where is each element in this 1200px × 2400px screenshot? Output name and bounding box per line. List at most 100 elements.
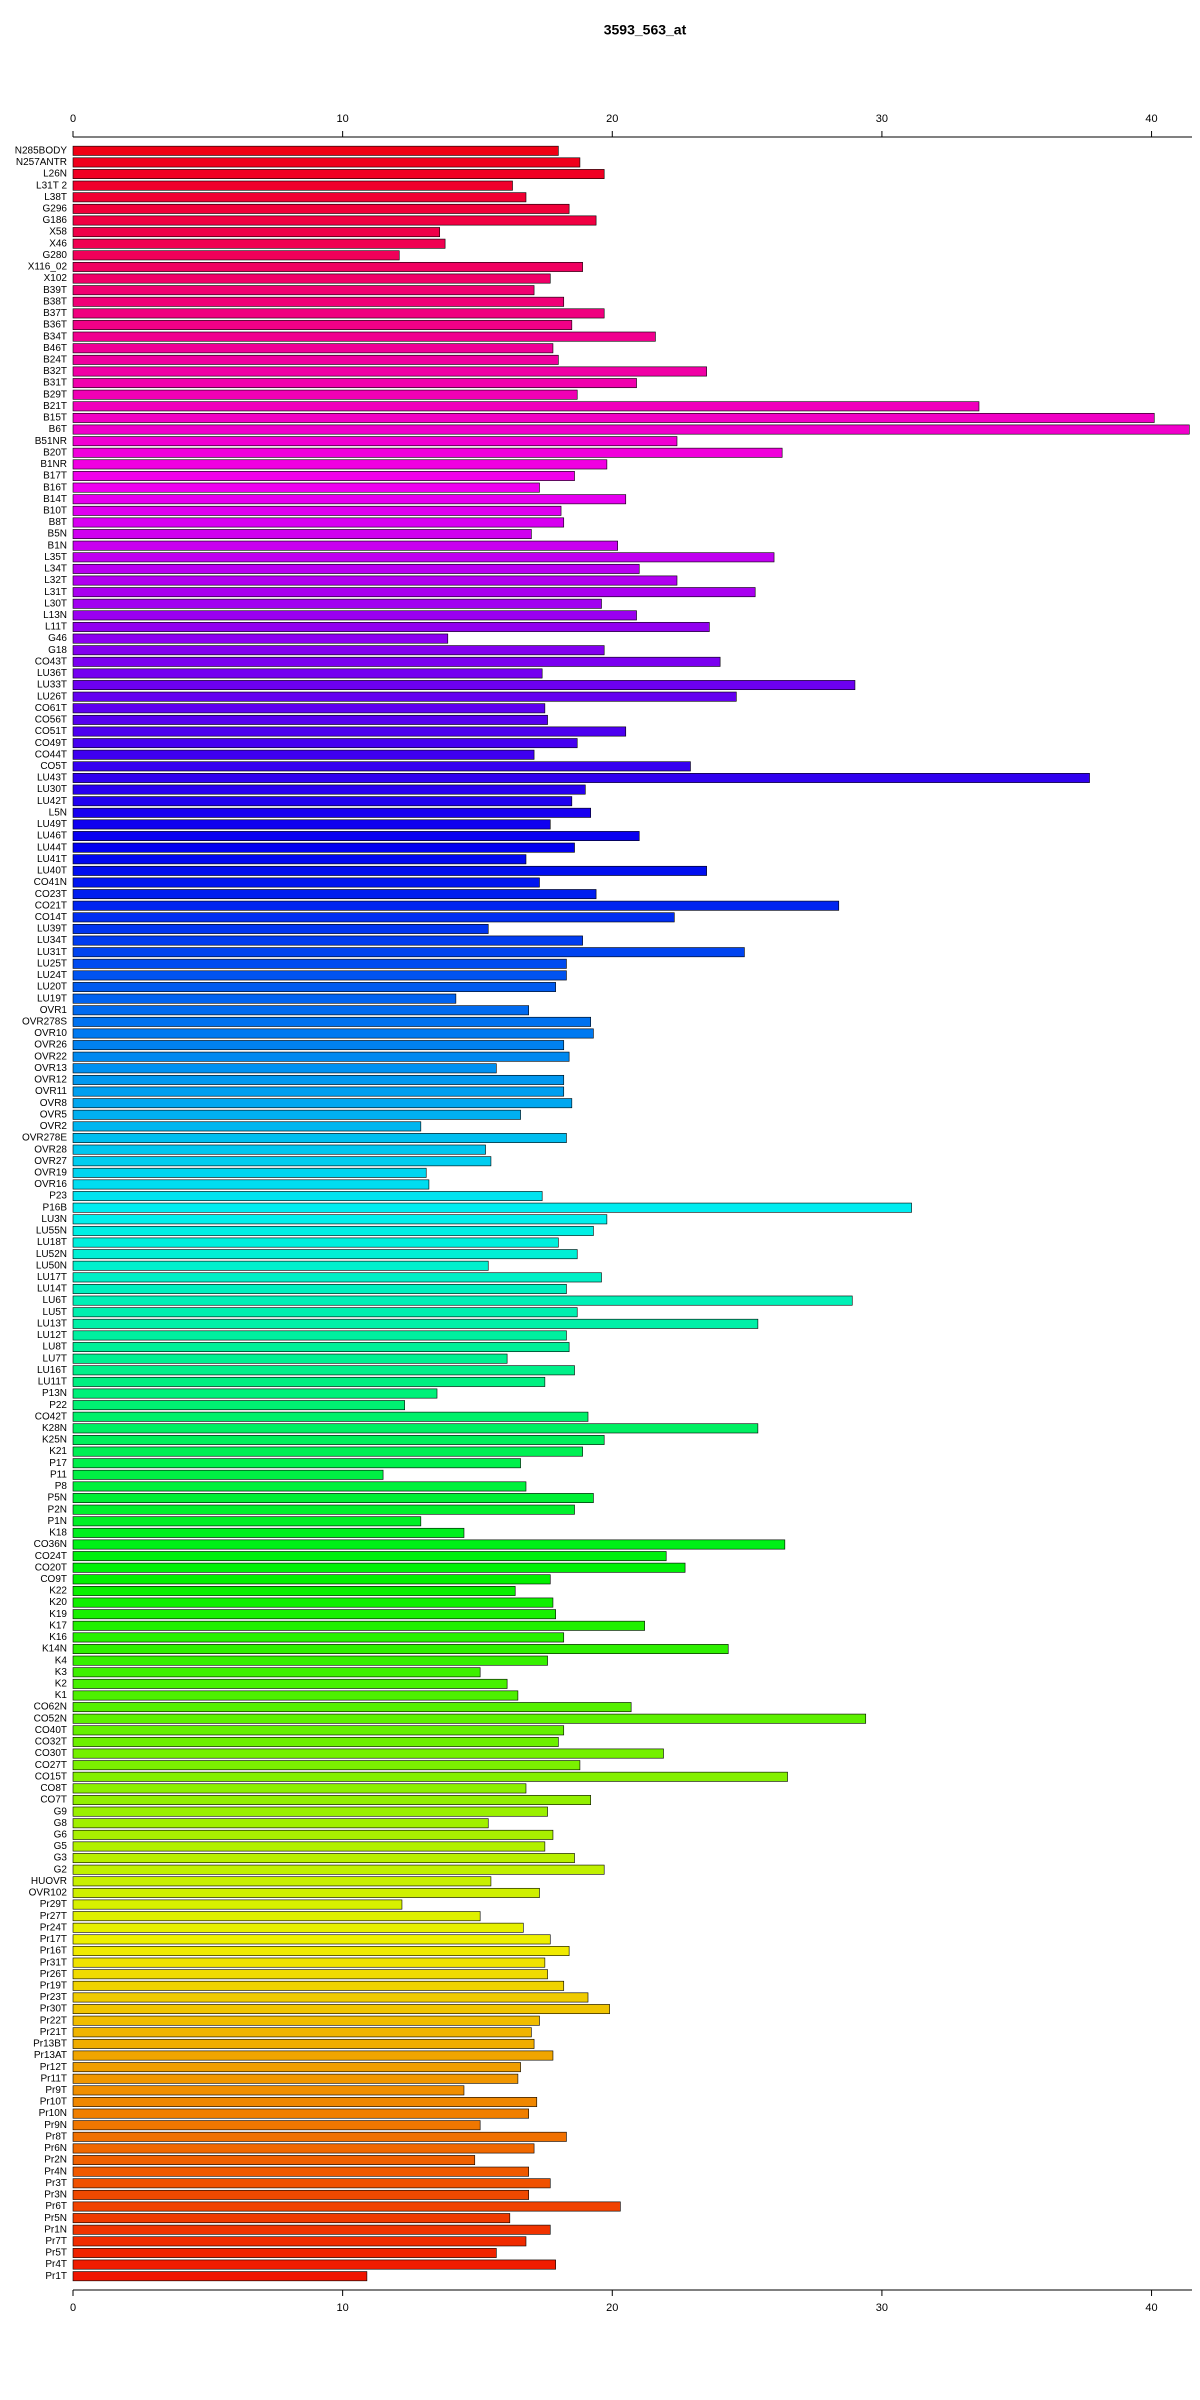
bar — [72, 761, 691, 772]
y-tick-label: Pr10T — [40, 2097, 67, 2108]
bar — [72, 1167, 427, 1178]
x-tick-label: 40 — [1145, 2302, 1157, 2314]
y-tick-label: CO23T — [35, 889, 67, 900]
bar — [72, 227, 441, 238]
bar — [72, 831, 640, 841]
y-tick-label: CO27T — [35, 1760, 67, 1771]
bar — [72, 412, 1155, 423]
y-tick-label: G8 — [54, 1818, 68, 1829]
y-tick-label: L30T — [44, 598, 67, 609]
y-tick-label: OVR13 — [34, 1063, 67, 1074]
y-tick-label: K17 — [49, 1620, 67, 1631]
y-tick-label: CO40T — [35, 1725, 67, 1736]
bar — [72, 354, 559, 365]
bar — [72, 482, 540, 493]
bar — [72, 1736, 559, 1747]
bar — [72, 1667, 481, 1678]
y-tick-label: Pr24T — [40, 1922, 67, 1933]
y-tick-label: CO14T — [35, 912, 67, 923]
y-tick-label: Pr19T — [40, 1980, 67, 1991]
bar — [72, 889, 597, 900]
y-tick-label: HUOVR — [31, 1876, 67, 1887]
y-tick-label: Pr26T — [40, 1969, 67, 1980]
bar — [72, 1144, 486, 1155]
y-tick-label: L11T — [45, 622, 67, 633]
y-tick-label: OVR1 — [40, 1005, 68, 1016]
bar — [72, 1818, 489, 1829]
bar — [72, 285, 535, 296]
y-tick-label: B6T — [49, 424, 67, 435]
bar — [72, 1016, 592, 1027]
y-tick-label: CO24T — [35, 1551, 67, 1562]
y-tick-label: Pr3T — [45, 2178, 67, 2189]
bar — [72, 1469, 384, 1480]
y-tick-label: Pr21T — [40, 2027, 67, 2038]
bar — [72, 1620, 645, 1631]
bar — [72, 2166, 529, 2177]
bar — [72, 2004, 610, 2015]
y-tick-label: LU36T — [37, 668, 67, 679]
y-tick-label: Pr29T — [40, 1899, 67, 1910]
bar — [72, 877, 540, 888]
bar — [72, 1725, 565, 1736]
y-tick-label: B51NR — [35, 436, 67, 447]
y-tick-label: LU26T — [37, 691, 67, 702]
bar — [72, 552, 775, 563]
bar — [72, 1551, 667, 1562]
x-tick-label: 0 — [70, 113, 76, 125]
y-tick-label: CO61T — [35, 703, 67, 714]
bar — [72, 2189, 529, 2200]
bar — [72, 505, 562, 516]
bar — [72, 1841, 546, 1852]
y-tick-label: L31T — [44, 587, 67, 598]
bar — [72, 807, 592, 818]
y-tick-label: Pr9N — [44, 2120, 67, 2131]
y-tick-label: B1N — [48, 540, 67, 551]
x-tick-label: 40 — [1145, 113, 1157, 125]
bar — [72, 656, 721, 667]
y-tick-label: CO49T — [35, 738, 67, 749]
bar — [72, 1911, 481, 1922]
y-tick-label: K16 — [49, 1632, 67, 1643]
bar — [72, 1853, 575, 1864]
bar — [72, 447, 783, 458]
bar — [72, 1260, 489, 1271]
bar — [72, 1249, 578, 1260]
bar — [72, 2224, 551, 2235]
bar — [72, 947, 745, 958]
bar — [72, 238, 446, 249]
y-tick-label: B36T — [43, 320, 67, 331]
bar — [72, 331, 656, 342]
y-tick-label: LU14T — [37, 1284, 67, 1295]
y-tick-label: CO44T — [35, 749, 67, 760]
y-tick-label: P11 — [50, 1469, 67, 1480]
y-tick-label: B14T — [43, 494, 67, 505]
y-tick-label: LU20T — [37, 982, 67, 993]
y-tick-label: CO7T — [40, 1795, 67, 1806]
bar — [72, 726, 627, 737]
y-tick-label: K3 — [55, 1667, 68, 1678]
y-tick-label: B29T — [43, 389, 67, 400]
y-tick-label: G9 — [54, 1806, 68, 1817]
bar — [72, 215, 597, 226]
y-tick-label: B38T — [43, 296, 67, 307]
y-tick-label: K22 — [49, 1586, 67, 1597]
bar — [72, 1481, 527, 1492]
y-tick-label: LU16T — [37, 1365, 67, 1376]
y-tick-label: LU43T — [37, 773, 67, 784]
bar — [72, 703, 546, 714]
y-tick-label: Pr12T — [40, 2062, 67, 2073]
y-tick-label: Pr1T — [45, 2271, 67, 2282]
y-tick-label: G280 — [43, 250, 68, 261]
y-tick-label: LU17T — [37, 1272, 67, 1283]
y-tick-label: CO42T — [35, 1411, 67, 1422]
bar — [72, 169, 605, 179]
y-tick-label: LU42T — [37, 796, 67, 807]
bar — [72, 1876, 492, 1887]
y-tick-label: LU7T — [43, 1353, 67, 1364]
y-tick-label: K28N — [42, 1423, 67, 1434]
bar — [72, 1074, 565, 1085]
y-tick-label: LU11T — [38, 1377, 67, 1388]
y-tick-label: OVR28 — [34, 1144, 67, 1155]
y-tick-label: K20 — [49, 1597, 67, 1608]
